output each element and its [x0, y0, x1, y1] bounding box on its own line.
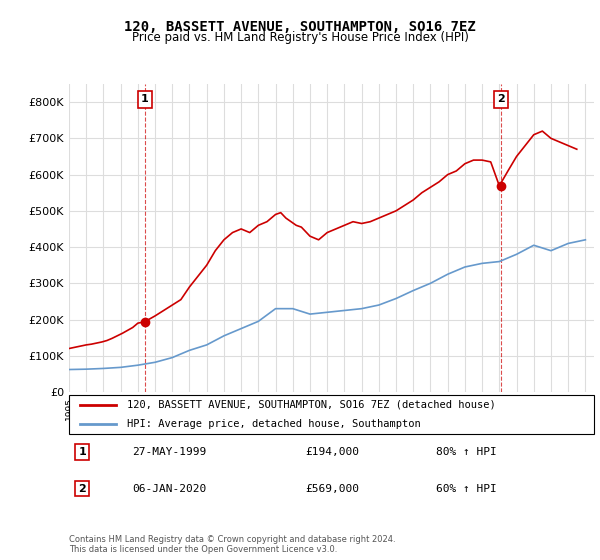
Text: HPI: Average price, detached house, Southampton: HPI: Average price, detached house, Sout…	[127, 419, 421, 429]
Text: 80% ↑ HPI: 80% ↑ HPI	[437, 447, 497, 457]
FancyBboxPatch shape	[69, 395, 594, 434]
Text: 1: 1	[78, 447, 86, 457]
Text: Price paid vs. HM Land Registry's House Price Index (HPI): Price paid vs. HM Land Registry's House …	[131, 31, 469, 44]
Text: 60% ↑ HPI: 60% ↑ HPI	[437, 484, 497, 493]
Text: £194,000: £194,000	[305, 447, 359, 457]
Text: Contains HM Land Registry data © Crown copyright and database right 2024.
This d: Contains HM Land Registry data © Crown c…	[69, 535, 395, 554]
Text: 120, BASSETT AVENUE, SOUTHAMPTON, SO16 7EZ: 120, BASSETT AVENUE, SOUTHAMPTON, SO16 7…	[124, 20, 476, 34]
Text: 2: 2	[497, 95, 505, 104]
Text: 1: 1	[141, 95, 149, 104]
Text: 06-JAN-2020: 06-JAN-2020	[132, 484, 206, 493]
Text: £569,000: £569,000	[305, 484, 359, 493]
Text: 2: 2	[78, 484, 86, 493]
Text: 120, BASSETT AVENUE, SOUTHAMPTON, SO16 7EZ (detached house): 120, BASSETT AVENUE, SOUTHAMPTON, SO16 7…	[127, 400, 496, 409]
Text: 27-MAY-1999: 27-MAY-1999	[132, 447, 206, 457]
